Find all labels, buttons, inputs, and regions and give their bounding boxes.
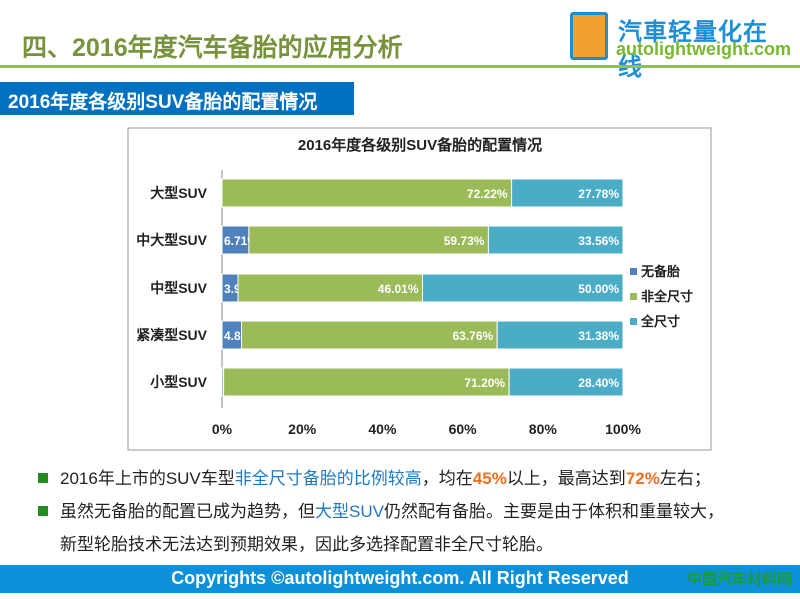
- x-tick-label: 100%: [605, 421, 641, 437]
- page-title: 四、2016年度汽车备胎的应用分析: [22, 34, 403, 62]
- section-title: 2016年度各级别SUV备胎的配置情况: [0, 82, 354, 115]
- bullet-text: 45%: [472, 469, 507, 488]
- category-label: 中大型SUV: [136, 232, 207, 248]
- bullet-text: 72%: [625, 469, 660, 488]
- category-label: 紧凑型SUV: [136, 327, 207, 343]
- logo: 汽車轻量化在线 autolightweight.com: [570, 8, 792, 81]
- bar-全尺寸: [508, 367, 624, 397]
- bullet-text: 大型SUV: [315, 502, 384, 521]
- bar-全尺寸: [496, 320, 624, 350]
- bullet-list: 2016年上市的SUV车型非全尺寸备胎的比例较高，均在45%以上，最高达到72%…: [38, 462, 724, 561]
- x-tick-label: 80%: [529, 421, 558, 437]
- category-label: 大型SUV: [150, 185, 207, 201]
- bar-非全尺寸: [223, 367, 510, 397]
- x-tick-label: 60%: [449, 421, 478, 437]
- bullet-text: 仍然配有备胎。主要是由于体积和重量较大，: [383, 502, 724, 521]
- bullet-text: 非全尺寸备胎的比例较高: [234, 469, 422, 488]
- data-label: 71.20%: [464, 376, 505, 390]
- x-tick-label: 40%: [368, 421, 397, 437]
- bullet-text: 左右；: [659, 469, 711, 488]
- legend-swatch: [630, 293, 637, 300]
- bullet-text: 虽然无备胎的配置已成为趋势，但: [60, 502, 315, 521]
- data-label: 63.76%: [453, 329, 494, 343]
- legend-label: 全尺寸: [640, 314, 680, 329]
- footer: Copyrights ©autolightweight.com. All Rig…: [0, 565, 800, 593]
- data-label: 50.00%: [578, 282, 619, 296]
- chart-title: 2016年度各级别SUV备胎的配置情况: [298, 136, 542, 154]
- bullet-text: 2016年上市的SUV车型: [60, 469, 235, 488]
- bullet-text: 以上，最高达到: [506, 469, 626, 488]
- logo-en: autolightweight.com: [616, 39, 791, 59]
- data-label: 33.56%: [578, 234, 619, 248]
- divider: [0, 65, 800, 68]
- legend-swatch: [630, 268, 637, 275]
- data-label: 59.73%: [444, 234, 485, 248]
- legend-label: 非全尺寸: [641, 289, 693, 304]
- legend-label: 无备胎: [640, 264, 680, 279]
- data-label: 72.22%: [467, 187, 508, 201]
- data-label: 46.01%: [378, 282, 419, 296]
- x-tick-label: 0%: [212, 421, 233, 437]
- legend-swatch: [630, 318, 637, 325]
- watermark: 中国汽车材料网: [686, 571, 792, 588]
- bar-无备胎: [221, 225, 250, 255]
- bullet-item: 新型轮胎技术无法达到预期效果，因此多选择配置非全尺寸轮胎。: [38, 528, 724, 561]
- bullet-text: 新型轮胎技术无法达到预期效果，因此多选择配置非全尺寸轮胎。: [60, 535, 553, 554]
- data-label: 31.38%: [578, 329, 619, 343]
- bar-非全尺寸: [241, 320, 498, 350]
- bar-全尺寸: [511, 178, 624, 208]
- data-label: 28.40%: [578, 376, 619, 390]
- bar-非全尺寸: [221, 178, 513, 208]
- category-label: 小型SUV: [150, 374, 207, 390]
- logo-cube-icon: [570, 12, 608, 60]
- bar-全尺寸: [422, 273, 624, 303]
- data-label: 27.78%: [578, 187, 619, 201]
- x-tick-label: 20%: [288, 421, 317, 437]
- bar-非全尺寸: [237, 273, 423, 303]
- bar-全尺寸: [487, 225, 624, 255]
- bullet-text: ，均在: [421, 469, 473, 488]
- bullet-item: 虽然无备胎的配置已成为趋势，但大型SUV仍然配有备胎。主要是由于体积和重量较大，: [38, 495, 724, 528]
- category-label: 中型SUV: [150, 280, 207, 296]
- bar-非全尺寸: [248, 225, 489, 255]
- bullet-item: 2016年上市的SUV车型非全尺寸备胎的比例较高，均在45%以上，最高达到72%…: [38, 462, 724, 495]
